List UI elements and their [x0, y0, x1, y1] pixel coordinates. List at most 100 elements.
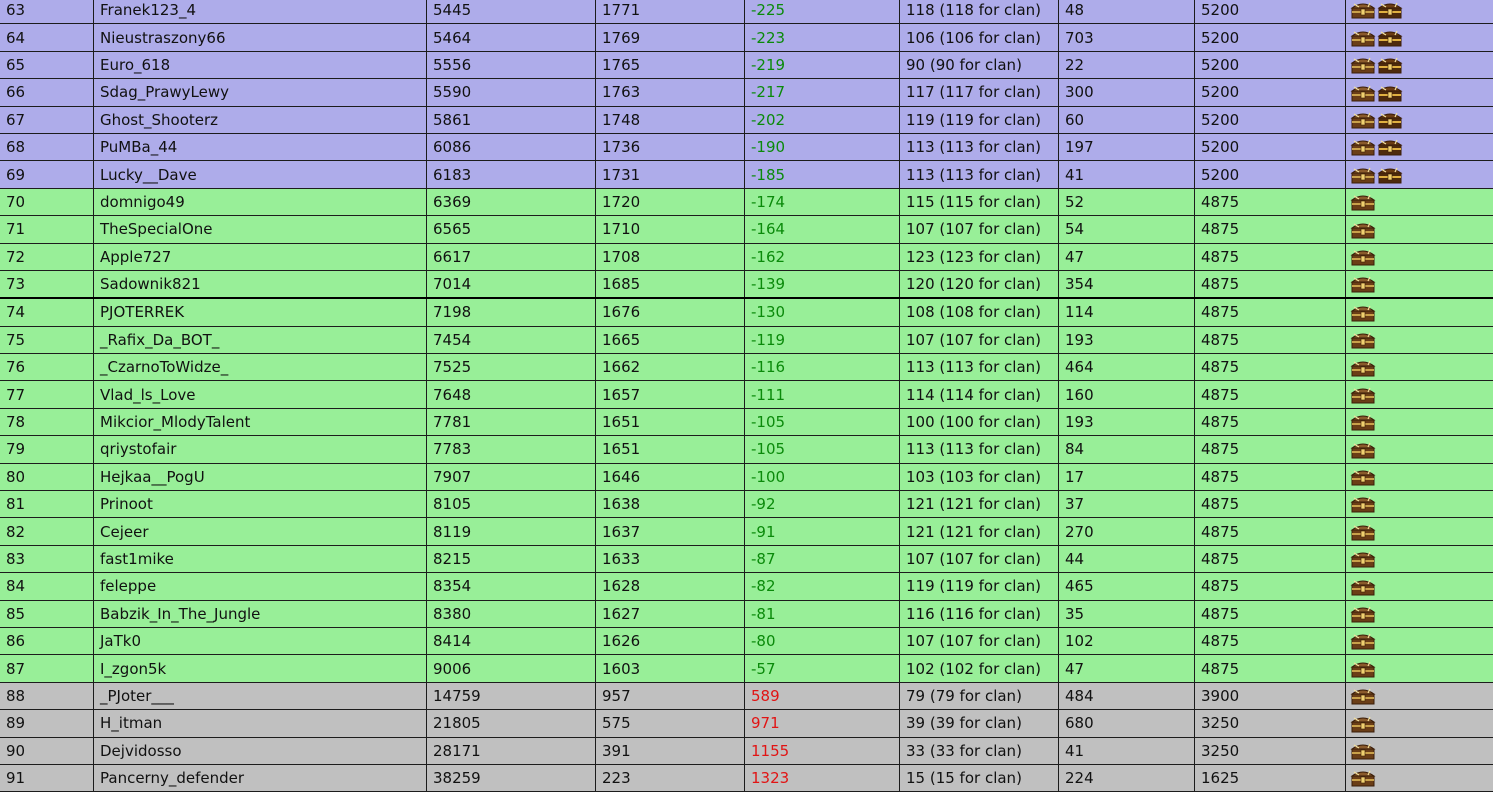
reward-chest-icon	[1350, 112, 1376, 129]
count-cell: 197	[1058, 132, 1195, 162]
points-cell: 5200	[1194, 50, 1346, 80]
player-name-cell: H_itman	[93, 709, 427, 738]
rating-cell: 1736	[595, 132, 745, 162]
reward-chest-icon	[1350, 249, 1376, 266]
rank-cell: 5445	[426, 0, 596, 25]
position-cell: 64	[0, 23, 94, 52]
games-cell: 113 (113 for clan)	[899, 132, 1059, 162]
rating-cell: 1720	[595, 187, 745, 217]
rank-cell: 28171	[426, 736, 596, 765]
position-cell: 73	[0, 269, 94, 300]
reward-chest-icon	[1350, 497, 1376, 513]
count-cell: 224	[1058, 763, 1195, 793]
count-cell: 22	[1058, 50, 1195, 80]
games-cell: 121 (121 for clan)	[899, 490, 1059, 519]
player-name-cell: I_zgon5k	[93, 654, 427, 683]
games-cell: 15 (15 for clan)	[899, 763, 1059, 793]
gold-chest-icon	[1377, 30, 1403, 47]
reward-chest-icon	[1350, 360, 1376, 377]
games-cell: 107 (107 for clan)	[899, 215, 1059, 244]
rating-diff-cell: -162	[744, 242, 900, 271]
player-name-cell: Apple727	[93, 242, 427, 271]
rating-cell: 223	[595, 763, 745, 793]
rating-cell: 1685	[595, 269, 745, 300]
rewards-cell	[1345, 353, 1493, 382]
rewards-cell	[1345, 709, 1493, 738]
count-cell: 35	[1058, 599, 1195, 628]
position-cell: 78	[0, 407, 94, 437]
games-cell: 113 (113 for clan)	[899, 353, 1059, 382]
rating-diff-cell: -81	[744, 599, 900, 628]
rank-cell: 9006	[426, 654, 596, 683]
position-cell: 80	[0, 462, 94, 492]
games-cell: 39 (39 for clan)	[899, 709, 1059, 738]
rewards-cell	[1345, 599, 1493, 628]
table-row: 71 TheSpecialOne 6565 1710 -164 107 (107…	[0, 215, 1493, 244]
table-row: 66 Sdag_PrawyLewy 5590 1763 -217 117 (11…	[0, 78, 1493, 107]
table-row: 68 PuMBa_44 6086 1736 -190 113 (113 for …	[0, 132, 1493, 162]
count-cell: 484	[1058, 681, 1195, 711]
rating-diff-cell: -219	[744, 50, 900, 80]
rank-cell: 5556	[426, 50, 596, 80]
points-cell: 4875	[1194, 269, 1346, 300]
rating-diff-cell: -174	[744, 187, 900, 217]
reward-chest-icon	[1350, 634, 1376, 650]
table-row: 78 Mikcior_MlodyTalent 7781 1651 -105 10…	[0, 407, 1493, 437]
player-name-cell: fast1mike	[93, 544, 427, 574]
rank-cell: 5861	[426, 105, 596, 134]
games-cell: 90 (90 for clan)	[899, 50, 1059, 80]
rank-cell: 6086	[426, 132, 596, 162]
rank-cell: 7781	[426, 407, 596, 437]
count-cell: 47	[1058, 242, 1195, 271]
rank-cell: 6617	[426, 242, 596, 271]
rating-diff-cell: 971	[744, 709, 900, 738]
rank-cell: 7454	[426, 325, 596, 355]
games-cell: 116 (116 for clan)	[899, 599, 1059, 628]
rating-diff-cell: -190	[744, 132, 900, 162]
games-cell: 120 (120 for clan)	[899, 269, 1059, 300]
position-cell: 81	[0, 490, 94, 519]
position-cell: 72	[0, 242, 94, 271]
table-row: 72 Apple727 6617 1708 -162 123 (123 for …	[0, 242, 1493, 271]
games-cell: 118 (118 for clan)	[899, 0, 1059, 25]
player-name-cell: _Rafix_Da_BOT_	[93, 325, 427, 355]
rewards-cell	[1345, 517, 1493, 546]
rating-cell: 1765	[595, 50, 745, 80]
rewards-cell	[1345, 626, 1493, 656]
rating-cell: 1708	[595, 242, 745, 271]
position-cell: 76	[0, 353, 94, 382]
player-name-cell: feleppe	[93, 572, 427, 601]
count-cell: 270	[1058, 517, 1195, 546]
reward-chest-icon	[1350, 222, 1376, 239]
points-cell: 4875	[1194, 407, 1346, 437]
position-cell: 77	[0, 380, 94, 409]
rating-diff-cell: -225	[744, 0, 900, 25]
rating-cell: 1628	[595, 572, 745, 601]
rating-cell: 391	[595, 736, 745, 765]
count-cell: 44	[1058, 544, 1195, 574]
table-row: 89 H_itman 21805 575 971 39 (39 for clan…	[0, 709, 1493, 738]
rating-cell: 1651	[595, 435, 745, 464]
rating-cell: 1627	[595, 599, 745, 628]
rating-cell: 1771	[595, 0, 745, 25]
count-cell: 60	[1058, 105, 1195, 134]
rank-cell: 5590	[426, 78, 596, 107]
rating-cell: 1763	[595, 78, 745, 107]
games-cell: 107 (107 for clan)	[899, 325, 1059, 355]
rating-diff-cell: -116	[744, 353, 900, 382]
rating-cell: 1626	[595, 626, 745, 656]
table-row: 80 Hejkaa__PogU 7907 1646 -100 103 (103 …	[0, 462, 1493, 492]
gold-chest-icon	[1377, 140, 1403, 156]
table-row: 77 Vlad_ls_Love 7648 1657 -111 114 (114 …	[0, 380, 1493, 409]
rewards-cell	[1345, 160, 1493, 189]
points-cell: 4875	[1194, 325, 1346, 355]
rating-diff-cell: -202	[744, 105, 900, 134]
points-cell: 5200	[1194, 78, 1346, 107]
reward-chest-icon	[1350, 387, 1376, 404]
table-row: 76 _CzarnoToWidze_ 7525 1662 -116 113 (1…	[0, 353, 1493, 382]
rank-cell: 6369	[426, 187, 596, 217]
rewards-cell	[1345, 736, 1493, 765]
reward-chest-icon	[1350, 57, 1376, 74]
rating-diff-cell: -87	[744, 544, 900, 574]
